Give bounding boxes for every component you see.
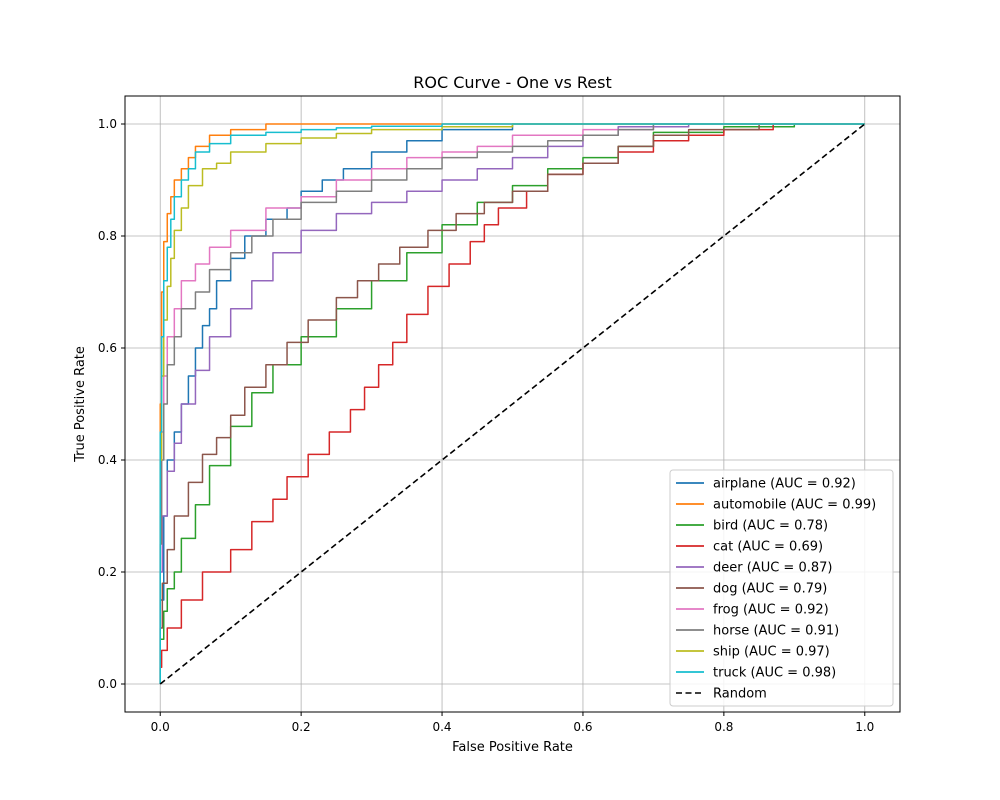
legend-label-random: Random	[713, 687, 767, 702]
curve-truck	[159, 123, 865, 684]
plot-frame	[124, 95, 901, 713]
chart-title: ROC Curve - One vs Rest	[413, 73, 612, 92]
x-axis-label: False Positive Rate	[452, 740, 573, 755]
x-tick-label: 1.0	[855, 720, 874, 734]
y-axis-label: True Positive Rate	[73, 346, 88, 463]
legend-box	[669, 469, 894, 707]
legend-label-airplane: airplane (AUC = 0.92)	[713, 477, 856, 492]
legend-label-ship: ship (AUC = 0.97)	[713, 645, 830, 660]
legend-label-dog: dog (AUC = 0.79)	[713, 582, 827, 597]
legend-label-deer: deer (AUC = 0.87)	[713, 561, 832, 576]
legend-label-cat: cat (AUC = 0.69)	[713, 540, 823, 555]
legend-label-automobile: automobile (AUC = 0.99)	[713, 498, 876, 513]
y-tick-label: 0.2	[98, 565, 117, 579]
x-tick-label: 0.0	[151, 720, 170, 734]
curve-deer	[159, 123, 865, 684]
x-tick-label: 0.8	[714, 720, 733, 734]
ticks: 0.0 0.2 0.4 0.6 0.8 1.0 0.0 0.2 0.4 0.6 0.8 1.0	[98, 117, 874, 734]
curve-random	[159, 123, 866, 685]
legend-label-frog: frog (AUC = 0.92)	[713, 603, 829, 618]
y-tick-label: 1.0	[98, 117, 117, 131]
curve-horse	[159, 123, 865, 684]
curve-airplane	[159, 123, 865, 684]
curve-frog	[159, 123, 865, 684]
y-tick-label: 0.4	[98, 453, 117, 467]
legend-label-truck: truck (AUC = 0.98)	[713, 666, 836, 681]
curve-ship	[159, 123, 865, 684]
y-tick-label: 0.8	[98, 229, 117, 243]
x-tick-label: 0.2	[292, 720, 311, 734]
x-tick-label: 0.6	[573, 720, 592, 734]
y-tick-label: 0.6	[98, 341, 117, 355]
legend: airplane (AUC = 0.92) automobile (AUC = 0…	[669, 469, 894, 707]
curves	[159, 123, 866, 685]
curve-cat	[159, 123, 865, 684]
legend-label-horse: horse (AUC = 0.91)	[713, 624, 839, 639]
y-tick-label: 0.0	[98, 677, 117, 691]
curve-dog	[159, 123, 865, 684]
legend-label-bird: bird (AUC = 0.78)	[713, 519, 828, 534]
x-tick-label: 0.4	[432, 720, 451, 734]
grid	[125, 96, 900, 712]
